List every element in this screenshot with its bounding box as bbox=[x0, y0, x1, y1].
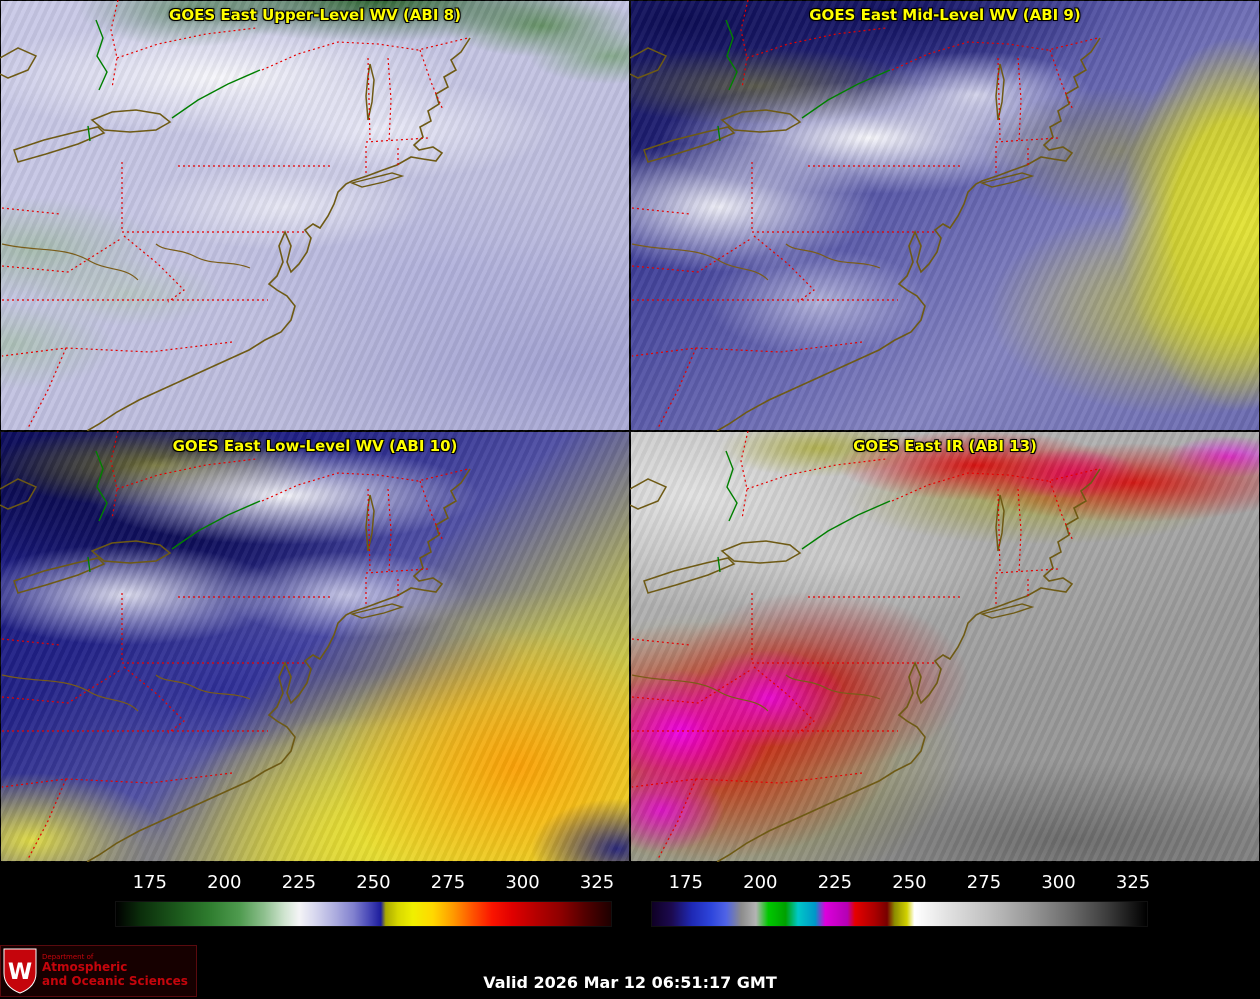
logo-dept-line: Department of bbox=[42, 952, 94, 961]
wv-colorbar-ticks: 175 200 225 250 275 300 325 bbox=[115, 872, 615, 898]
colorbar-tick-label: 275 bbox=[966, 872, 1002, 893]
uw-crest-icon: W bbox=[3, 948, 37, 994]
colorbar-tick-label: 250 bbox=[892, 872, 927, 893]
panel-title: GOES East IR (ABI 13) bbox=[853, 437, 1037, 455]
colorbar-footer-strip: 175 200 225 250 275 300 325 175 200 225 … bbox=[0, 862, 1260, 999]
satellite-image bbox=[0, 0, 630, 431]
colorbar-gradient bbox=[651, 901, 1148, 927]
panel-title: GOES East Upper-Level WV (ABI 8) bbox=[169, 6, 461, 24]
panel-grid: GOES East Upper-Level WV (ABI 8) GOES Ea… bbox=[0, 0, 1260, 862]
panel-ir: GOES East IR (ABI 13) bbox=[630, 431, 1260, 862]
map-overlay bbox=[0, 431, 471, 862]
satellite-image bbox=[630, 0, 1260, 431]
logo-text: Department of Atmospheric and Oceanic Sc… bbox=[42, 952, 188, 989]
colorbar-tick-label: 225 bbox=[817, 872, 853, 893]
panel-title: GOES East Mid-Level WV (ABI 9) bbox=[809, 6, 1081, 24]
ir-colorbar: 175 200 225 250 275 300 325 bbox=[651, 872, 1151, 927]
panel-upper-level-wv: GOES East Upper-Level WV (ABI 8) bbox=[0, 0, 630, 431]
panel-low-level-wv: GOES East Low-Level WV (ABI 10) bbox=[0, 431, 630, 862]
uw-aos-logo: W Department of Atmospheric and Oceanic … bbox=[0, 945, 197, 997]
colorbar-tick-label: 200 bbox=[207, 872, 242, 893]
logo-name-line1: Atmospheric bbox=[42, 960, 128, 975]
colorbar-gradient bbox=[115, 901, 612, 927]
uw-crest-letter: W bbox=[8, 960, 32, 985]
satellite-image bbox=[0, 431, 630, 862]
panel-title: GOES East Low-Level WV (ABI 10) bbox=[172, 437, 458, 455]
colorbar-tick-label: 300 bbox=[1041, 872, 1076, 893]
colorbar-tick-label: 250 bbox=[356, 872, 391, 893]
colorbar-tick-label: 175 bbox=[668, 872, 703, 893]
map-overlay bbox=[0, 0, 471, 431]
colorbar-tick-label: 175 bbox=[132, 872, 167, 893]
colorbar-tick-label: 300 bbox=[505, 872, 540, 893]
satellite-image bbox=[630, 431, 1260, 862]
map-overlay bbox=[630, 431, 1101, 862]
map-overlay bbox=[630, 0, 1101, 431]
ir-colorbar-ticks: 175 200 225 250 275 300 325 bbox=[651, 872, 1151, 898]
colorbar-tick-label: 225 bbox=[281, 872, 317, 893]
panel-mid-level-wv: GOES East Mid-Level WV (ABI 9) bbox=[630, 0, 1260, 431]
wv-colorbar: 175 200 225 250 275 300 325 bbox=[115, 872, 615, 927]
colorbar-tick-label: 275 bbox=[430, 872, 466, 893]
valid-timestamp: Valid 2026 Mar 12 06:51:17 GMT bbox=[483, 973, 777, 992]
colorbar-tick-label: 325 bbox=[579, 872, 615, 893]
colorbar-tick-label: 200 bbox=[743, 872, 778, 893]
colorbar-tick-label: 325 bbox=[1115, 872, 1151, 893]
logo-name-line2: and Oceanic Sciences bbox=[42, 973, 188, 988]
